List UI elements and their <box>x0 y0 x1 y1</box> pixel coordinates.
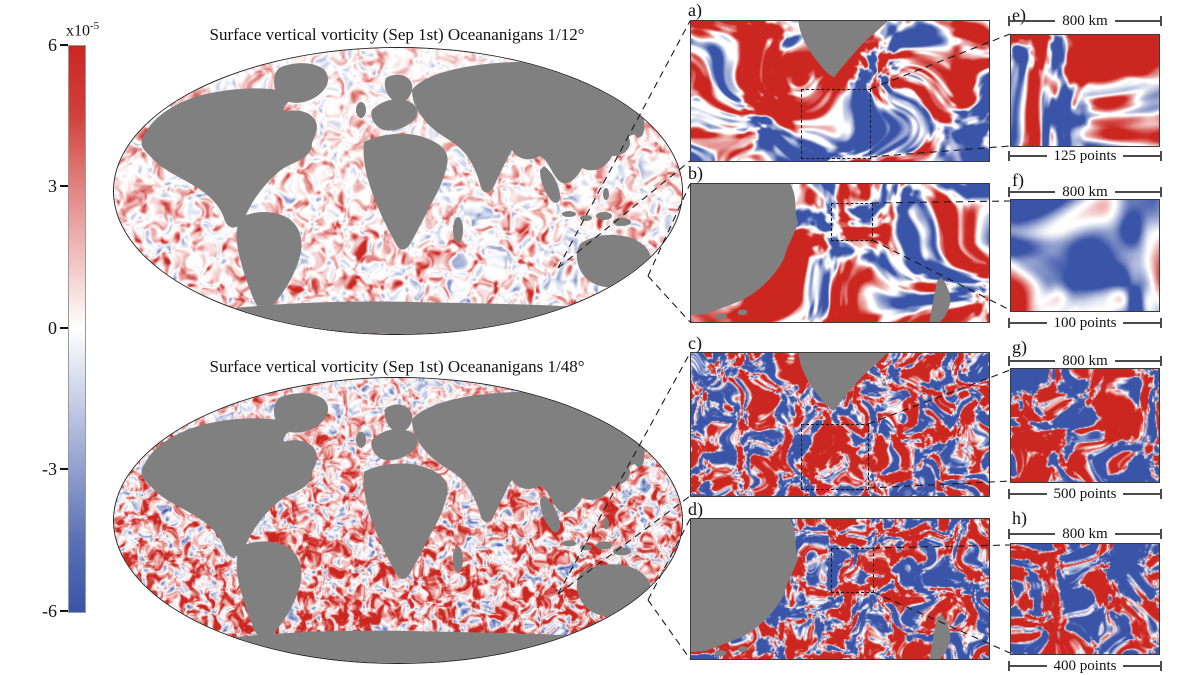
zoom-region-c <box>801 424 869 490</box>
panel-label-h: h) <box>1012 508 1027 528</box>
zoom-region-b <box>831 203 873 241</box>
scale-line <box>1010 191 1056 193</box>
tick-mark <box>60 610 68 612</box>
panel-e <box>1010 34 1160 147</box>
scale-line <box>1010 322 1047 324</box>
map-title-1-48: Surface vertical vorticity (Sep 1st) Oce… <box>209 357 585 376</box>
vorticity-field-g <box>1011 369 1159 482</box>
map-title-1-12: Surface vertical vorticity (Sep 1st) Oce… <box>209 25 585 44</box>
zoom-region-d <box>831 548 874 593</box>
scale-bar-points-g: 500 points <box>1008 487 1162 502</box>
panel-h <box>1010 543 1160 655</box>
scale-line <box>1010 533 1056 535</box>
world-continents <box>141 61 668 334</box>
panel-f <box>1010 199 1160 312</box>
panel-label-a: a) <box>688 0 702 20</box>
colorbar-tick-6: 6 <box>22 35 68 55</box>
global-map-1-48 <box>113 377 683 664</box>
world-continents <box>141 391 668 663</box>
scale-bar-km-e: 800 km <box>1008 14 1163 29</box>
scale-endcap <box>1008 16 1010 26</box>
scale-line <box>1114 20 1161 22</box>
scale-bar-points-h: 400 points <box>1008 659 1162 674</box>
scale-line <box>1010 493 1047 495</box>
panel-a <box>690 20 990 162</box>
scale-endcap <box>1008 661 1010 671</box>
scale-line <box>1010 665 1047 667</box>
scale-endcap <box>1008 356 1010 366</box>
scale-line <box>1114 191 1161 193</box>
scale-line <box>1010 155 1047 157</box>
scale-endcap <box>1008 187 1010 197</box>
global-map-1-12 <box>113 47 683 335</box>
panel-label-d: d) <box>688 499 703 519</box>
panel-g <box>1010 368 1160 483</box>
scale-bar-km-g: 800 km <box>1008 354 1163 369</box>
colorbar-tick-m3: -3 <box>22 459 68 479</box>
panel-label-f: f) <box>1012 170 1024 190</box>
scale-endcap <box>1160 318 1162 328</box>
vorticity-field-f <box>1011 200 1159 311</box>
scale-line <box>1114 533 1161 535</box>
scale-endcap <box>1008 529 1010 539</box>
scale-line <box>1114 360 1161 362</box>
scale-line <box>1123 665 1160 667</box>
scale-bar-points-f: 100 points <box>1008 316 1162 331</box>
scale-endcap <box>1008 318 1010 328</box>
vorticity-field-h <box>1011 544 1159 654</box>
scale-bar-km-h: 800 km <box>1008 527 1163 542</box>
scale-line <box>1010 20 1056 22</box>
zoom-region-a <box>801 89 871 159</box>
colorbar-exponent-label: x10-5 <box>66 20 100 40</box>
panel-b <box>690 183 990 323</box>
panel-c <box>690 352 990 497</box>
scale-line <box>1010 360 1056 362</box>
colorbar-tick-0: 0 <box>22 318 68 338</box>
panel-label-c: c) <box>688 333 702 353</box>
scale-endcap <box>1160 489 1162 499</box>
scale-endcap <box>1160 187 1163 197</box>
scale-endcap <box>1160 661 1162 671</box>
tick-mark <box>60 44 68 46</box>
tick-mark <box>60 185 68 187</box>
vorticity-field-e <box>1011 35 1159 146</box>
scale-endcap <box>1008 489 1010 499</box>
panel-label-b: b) <box>688 163 703 183</box>
scale-line <box>1123 155 1160 157</box>
colorbar-tick-3: 3 <box>22 176 68 196</box>
scale-line <box>1123 493 1160 495</box>
scale-bar-points-e: 125 points <box>1008 149 1162 164</box>
tick-mark <box>60 327 68 329</box>
colorbar-gradient <box>68 45 86 613</box>
scale-endcap <box>1160 356 1163 366</box>
scale-endcap <box>1160 529 1163 539</box>
colorbar-tick-m6: -6 <box>22 601 68 621</box>
scale-endcap <box>1160 16 1163 26</box>
panel-label-g: g) <box>1012 337 1027 357</box>
scale-endcap <box>1160 151 1162 161</box>
panel-d <box>690 518 990 660</box>
panel-label-e: e) <box>1012 5 1026 25</box>
scale-line <box>1123 322 1160 324</box>
tick-mark <box>60 468 68 470</box>
scale-bar-km-f: 800 km <box>1008 185 1163 200</box>
